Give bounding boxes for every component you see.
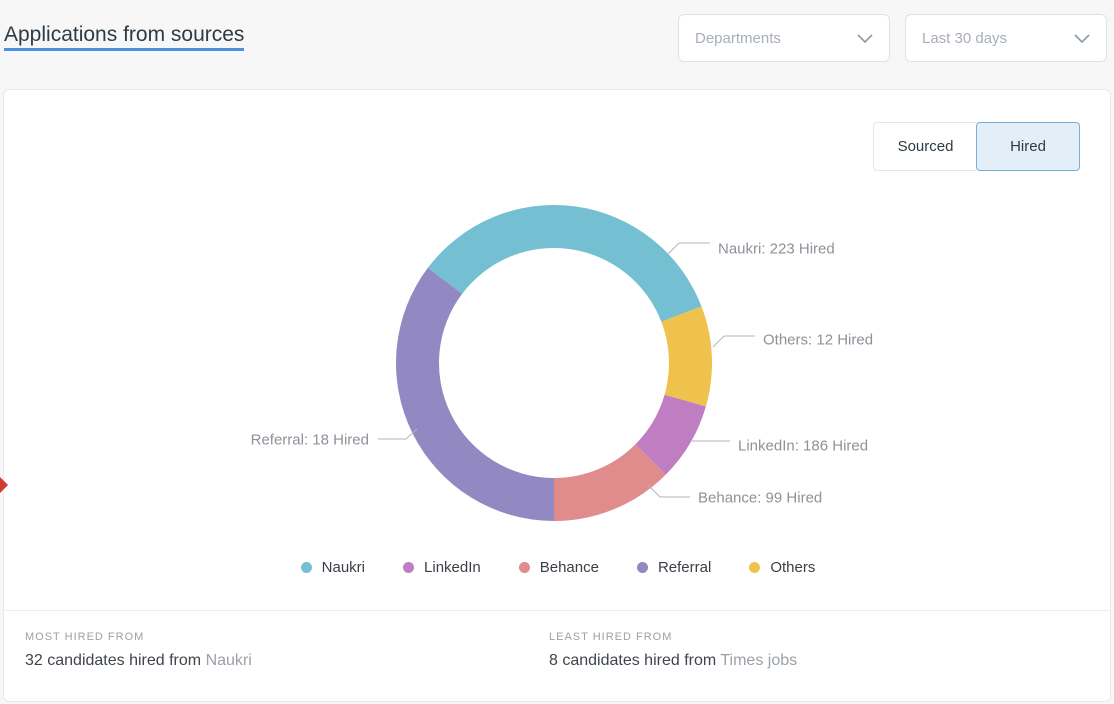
callout-label: Behance: 99 Hired	[698, 489, 822, 506]
least-hired-value: 8 candidates hired from Times jobs	[549, 652, 798, 669]
legend-dot-icon	[403, 561, 415, 573]
donut-slice-referral[interactable]	[396, 267, 554, 521]
departments-dropdown-value: Departments	[695, 29, 781, 47]
donut-slice-naukri[interactable]	[427, 205, 702, 322]
most-hired-heading: MOST HIRED FROM	[25, 631, 145, 643]
least-hired-heading: LEAST HIRED FROM	[549, 631, 673, 643]
legend-dot-icon	[749, 561, 761, 573]
callout-label: LinkedIn: 186 Hired	[738, 437, 868, 454]
legend-item-referral[interactable]: Referral	[636, 558, 712, 576]
donut-slice-linkedin[interactable]	[635, 394, 706, 475]
donut-chart: Naukri: 223 Hired Others: 12 Hired LinkedI…	[251, 205, 873, 521]
callout-line	[667, 242, 710, 255]
departments-dropdown[interactable]: Departments	[678, 14, 890, 62]
callout-label: Referral: 18 Hired	[251, 431, 369, 448]
least-hired-source: Times jobs	[720, 652, 798, 669]
legend-label: LinkedIn	[424, 558, 481, 576]
callout-line	[647, 484, 690, 498]
most-hired-source: Naukri	[205, 652, 252, 669]
red-pointer-marker	[0, 477, 8, 493]
widget-title-link[interactable]: Applications from sources	[4, 22, 245, 51]
legend-item-behance[interactable]: Behance	[518, 558, 599, 576]
stats-divider	[4, 610, 1110, 611]
least-hired-stat: LEAST HIRED FROM 8 candidates hired from…	[549, 631, 797, 670]
callout-line	[378, 428, 418, 440]
applications-sources-card: Sourced Hired Naukri: 223 Hired Others: 1…	[3, 89, 1111, 702]
legend-dot-icon	[300, 561, 312, 573]
legend-label: Behance	[539, 558, 599, 576]
chevron-down-icon	[857, 33, 873, 43]
toggle-sourced-button[interactable]: Sourced	[873, 122, 977, 171]
callout-label: Naukri: 223 Hired	[718, 240, 835, 257]
legend-item-others[interactable]: Others	[749, 559, 815, 576]
legend-item-linkedin[interactable]: LinkedIn	[403, 559, 481, 576]
sourced-hired-toggle: Sourced Hired	[873, 122, 1080, 171]
donut-slice-others[interactable]	[661, 306, 712, 407]
legend-label: Referral	[657, 558, 712, 576]
legend-dot-icon	[636, 561, 648, 573]
chart-legend: Naukri LinkedIn Behance Referral Others	[4, 552, 1112, 582]
legend-item-naukri[interactable]: Naukri	[300, 558, 366, 576]
callout-line	[712, 335, 755, 348]
callout-label: Others: 12 Hired	[763, 331, 873, 348]
toggle-hired-button[interactable]: Hired	[976, 122, 1080, 171]
date-range-dropdown-value: Last 30 days	[922, 29, 1008, 47]
most-hired-stat: MOST HIRED FROM 32 candidates hired from…	[25, 631, 252, 670]
legend-label: Naukri	[321, 558, 366, 576]
donut-slice-behance[interactable]	[554, 444, 666, 521]
legend-dot-icon	[518, 561, 530, 573]
legend-label: Others	[770, 558, 816, 576]
chevron-down-icon	[1074, 33, 1090, 43]
date-range-dropdown[interactable]: Last 30 days	[905, 14, 1107, 62]
most-hired-value: 32 candidates hired from Naukri	[25, 652, 252, 669]
